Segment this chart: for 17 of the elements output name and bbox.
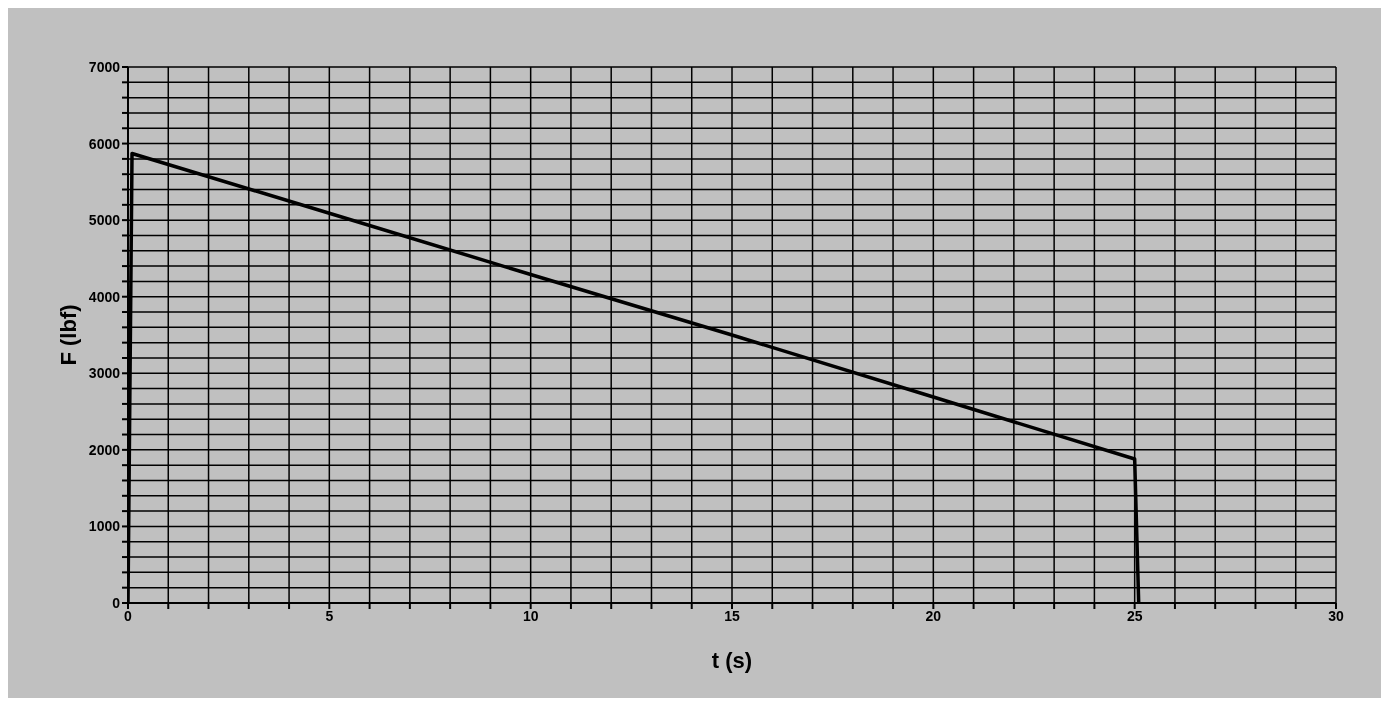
x-tick-label: 15 — [724, 607, 740, 624]
y-tick-label: 2000 — [88, 441, 121, 458]
x-tick-label: 10 — [522, 607, 539, 624]
y-tick-label: 1000 — [88, 518, 121, 535]
x-tick-label: 20 — [925, 607, 942, 624]
x-tick-label: 0 — [124, 607, 133, 624]
x-axis-title: t (s) — [711, 648, 753, 673]
x-tick-label: 30 — [1328, 607, 1344, 624]
y-tick-label: 4000 — [88, 288, 121, 305]
y-axis-title: F (lbf) — [55, 304, 81, 366]
y-tick-label: 6000 — [88, 135, 121, 152]
y-tick-label: 7000 — [88, 58, 121, 75]
x-tick-label: 25 — [1126, 607, 1143, 624]
y-tick-label: 3000 — [88, 365, 121, 382]
x-tick-label: 5 — [325, 607, 334, 624]
y-tick-label: 0 — [112, 594, 121, 611]
y-tick-label: 5000 — [88, 212, 121, 229]
